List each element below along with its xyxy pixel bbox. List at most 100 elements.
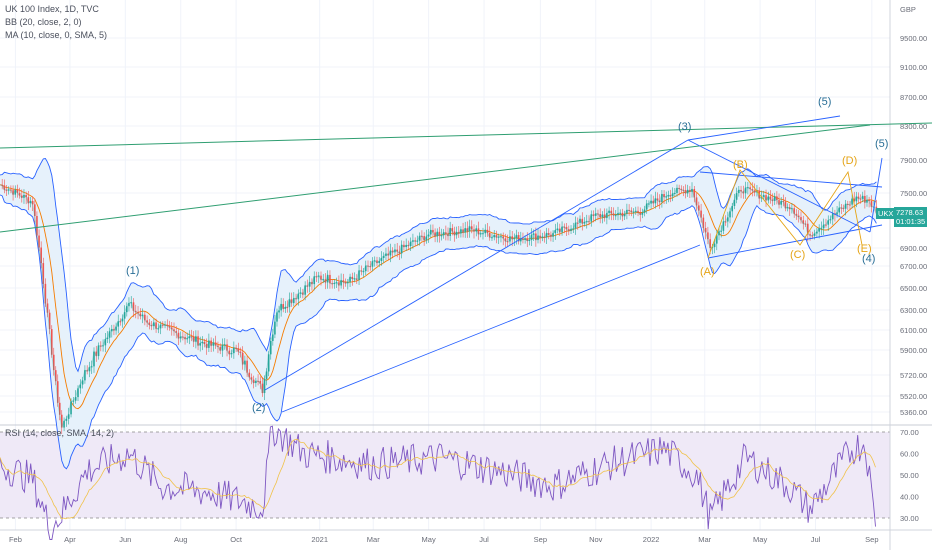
wave-3-to-5-line[interactable] bbox=[687, 115, 841, 141]
abcde-wave-path[interactable] bbox=[707, 169, 863, 259]
candle-body bbox=[623, 213, 626, 217]
candle-body bbox=[421, 235, 423, 237]
time-tick-label: Oct bbox=[230, 535, 243, 544]
wave-3-to-4-line[interactable] bbox=[687, 139, 871, 233]
candle-body bbox=[479, 233, 482, 235]
bollinger-upper bbox=[0, 157, 877, 373]
candle-body bbox=[65, 418, 68, 421]
ma-legend[interactable]: MA (10, close, 0, SMA, 5) bbox=[5, 30, 108, 40]
candle-body bbox=[552, 233, 554, 237]
trendlines[interactable] bbox=[0, 115, 932, 413]
rsi-legend[interactable]: RSI (14, close, SMA, 14, 2) bbox=[5, 428, 115, 438]
candle-body bbox=[749, 187, 751, 190]
candle-body bbox=[545, 233, 548, 238]
price-line bbox=[0, 184, 877, 428]
candle-body bbox=[773, 196, 776, 201]
candle-body bbox=[212, 342, 215, 346]
candle-body bbox=[776, 196, 778, 201]
time-tick-label: Mar bbox=[367, 535, 380, 544]
candle-body bbox=[162, 324, 164, 326]
candle-body bbox=[539, 235, 541, 238]
triangle-lower-line[interactable] bbox=[707, 224, 883, 259]
moving-average-line bbox=[0, 184, 877, 410]
candle-body bbox=[117, 321, 120, 327]
candle-body bbox=[634, 210, 637, 212]
candle-body bbox=[205, 343, 208, 348]
candle-body bbox=[486, 229, 489, 233]
candle-body bbox=[436, 231, 439, 237]
candle-body bbox=[210, 340, 212, 346]
candle-body bbox=[528, 239, 531, 242]
candle-body bbox=[870, 200, 873, 207]
currency-label: GBP bbox=[900, 5, 916, 14]
candle-body bbox=[599, 213, 601, 218]
candle-body bbox=[34, 204, 36, 217]
candle-body bbox=[836, 212, 838, 215]
green-trendline-lower[interactable] bbox=[0, 124, 871, 233]
candle-body bbox=[425, 236, 428, 241]
candle-body bbox=[208, 340, 210, 348]
bb-legend[interactable]: BB (20, close, 2, 0) bbox=[5, 17, 82, 27]
candle-body bbox=[760, 196, 763, 199]
price-tick-label: 5360.00 bbox=[900, 408, 927, 417]
candle-body bbox=[70, 401, 72, 415]
candle-body bbox=[396, 249, 398, 252]
candle-body bbox=[820, 228, 823, 230]
candle-body bbox=[168, 325, 171, 328]
channel-lower-line[interactable] bbox=[281, 244, 701, 413]
candle-body bbox=[139, 313, 142, 317]
candle-body bbox=[134, 310, 137, 312]
candle-body bbox=[14, 189, 17, 195]
candle-body bbox=[157, 328, 160, 330]
candle-body bbox=[182, 336, 184, 338]
triangle-upper-line[interactable] bbox=[699, 171, 883, 188]
candle-body bbox=[509, 236, 511, 242]
candle-body bbox=[263, 378, 266, 394]
candle-body bbox=[380, 258, 383, 261]
candle-body bbox=[412, 240, 414, 242]
candle-body bbox=[502, 236, 505, 239]
candle-body bbox=[711, 247, 714, 249]
candle-body bbox=[661, 194, 663, 203]
wave-4-to-5-line[interactable] bbox=[869, 157, 883, 233]
candle-body bbox=[532, 233, 535, 235]
green-trendline-upper[interactable] bbox=[0, 122, 932, 149]
candle-body bbox=[535, 233, 537, 241]
candle-body bbox=[617, 213, 619, 216]
candle-body bbox=[423, 236, 425, 241]
candle-body bbox=[195, 336, 197, 342]
time-tick-label: 2022 bbox=[643, 535, 660, 544]
candle-body bbox=[576, 222, 579, 224]
candle-body bbox=[72, 400, 75, 402]
rsi-axis[interactable]: 70.00 60.00 50.00 40.00 30.00 bbox=[900, 428, 919, 523]
candle-body bbox=[199, 343, 202, 346]
candle-body bbox=[537, 235, 539, 241]
candle-body bbox=[100, 345, 102, 347]
candle-body bbox=[861, 195, 864, 199]
candle-body bbox=[570, 228, 572, 231]
candle-body bbox=[317, 275, 320, 277]
candle-body bbox=[847, 203, 849, 205]
wave-label: (4) bbox=[862, 253, 875, 265]
channel-upper-line[interactable] bbox=[264, 139, 689, 391]
candle-body bbox=[88, 367, 91, 372]
candle-body bbox=[3, 185, 6, 190]
time-axis[interactable]: Feb Apr Jun Aug Oct 2021 Mar May Jul Sep Nov 2022 Ma… bbox=[9, 535, 879, 544]
candle-body bbox=[645, 203, 648, 210]
candle-body bbox=[641, 212, 644, 215]
candle-body bbox=[449, 228, 451, 237]
candle-body bbox=[203, 341, 206, 344]
candle-body bbox=[347, 282, 349, 284]
price-axis[interactable]: 9500.00 9100.00 8700.00 8300.00 7900.00 7500.… bbox=[900, 34, 927, 417]
candle-body bbox=[104, 339, 107, 346]
candle-body bbox=[102, 345, 104, 347]
candle-body bbox=[695, 197, 698, 206]
candle-body bbox=[369, 266, 372, 268]
candle-body bbox=[416, 240, 419, 242]
candle-body bbox=[311, 281, 313, 285]
candle-body bbox=[153, 322, 155, 327]
symbol-legend[interactable]: UK 100 Index, 1D, TVC bbox=[5, 4, 99, 14]
candle-body bbox=[56, 381, 59, 403]
candle-body bbox=[520, 238, 522, 242]
